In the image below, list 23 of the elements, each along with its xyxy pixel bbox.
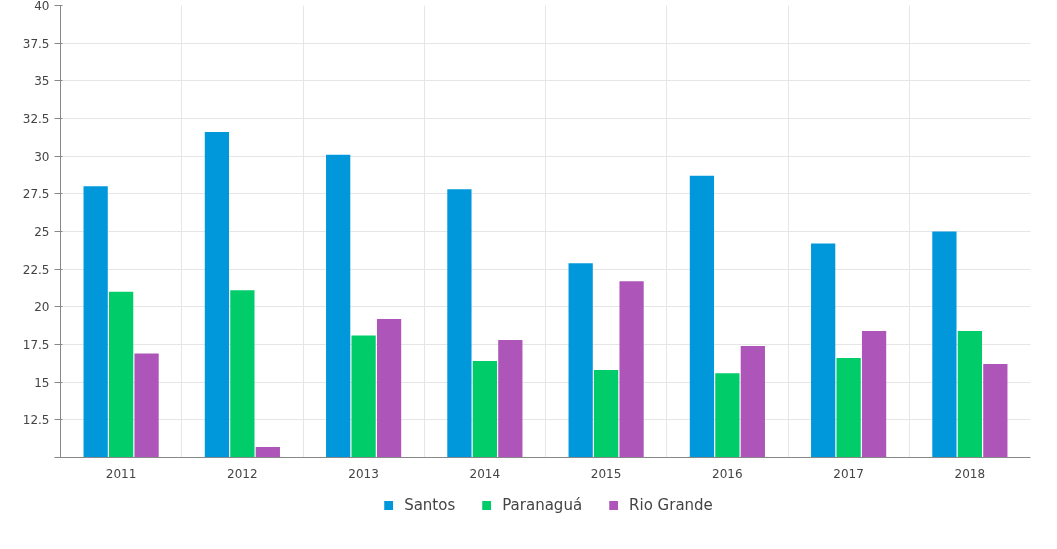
legend-label: Paranaguá [502,496,583,514]
y-tick-label: 27.5 [22,187,50,202]
x-tick-label: 2017 [833,466,864,481]
y-tick-label: 25 [34,225,50,239]
y-tick-label: 12.5 [22,413,50,428]
x-tick-label: 2012 [227,466,258,481]
x-tick-label: 2016 [712,466,743,481]
y-tick-label: 40 [34,0,50,13]
y-tick-label: 15 [34,375,50,390]
y-tick-label: 30 [34,149,50,164]
x-tick-label: 2013 [348,466,379,481]
legend-label: Santos [404,496,456,514]
x-tick-label: 2015 [590,466,622,481]
x-tick-label: 2011 [105,466,137,481]
y-tick-label: 20 [34,300,50,315]
y-tick-label: 17.5 [22,338,50,352]
legend-label: Rio Grande [629,496,713,514]
x-tick-label: 2018 [954,466,986,481]
x-tick-label: 2014 [469,466,501,481]
y-tick-label: 37.5 [22,36,50,51]
y-tick-label: 35 [34,74,50,89]
y-tick-label: 32.5 [22,112,50,126]
y-tick-label: 22.5 [22,262,50,277]
